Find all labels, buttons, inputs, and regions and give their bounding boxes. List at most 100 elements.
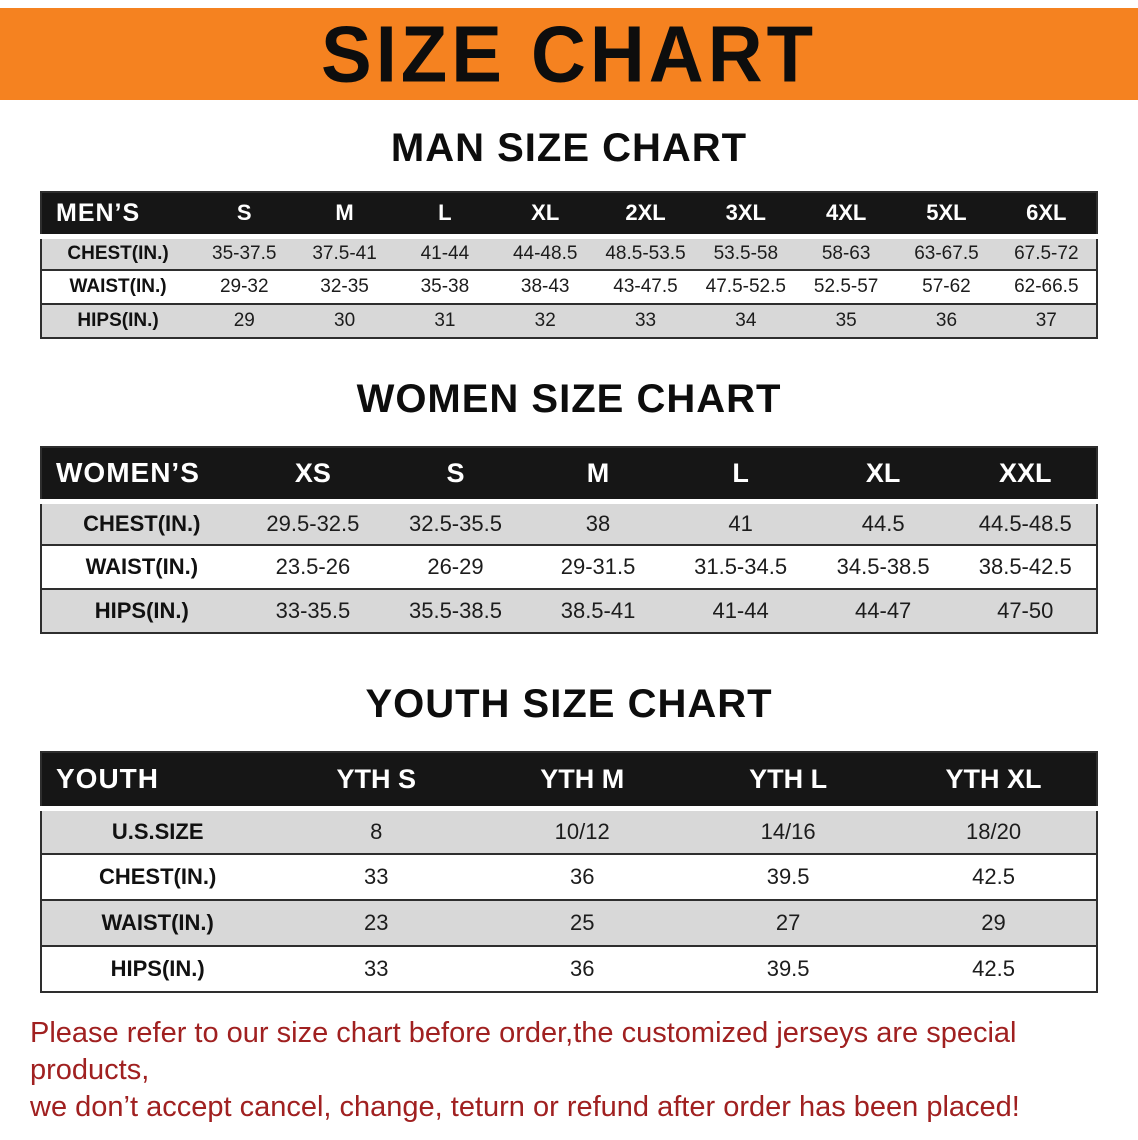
size-cell: 31.5-34.5 bbox=[669, 544, 812, 589]
table-row: CHEST(IN.) 35-37.5 37.5-41 41-44 44-48.5 48.5… bbox=[41, 235, 1097, 270]
size-cell: 36 bbox=[479, 853, 686, 900]
column-header: XL bbox=[495, 192, 596, 239]
size-cell: 41-44 bbox=[669, 588, 812, 633]
size-cell: 35 bbox=[795, 303, 897, 338]
section-heading-women: WOMEN SIZE CHART bbox=[356, 377, 782, 421]
header-row: WOMEN’S XS S M L XL XXL bbox=[41, 447, 1097, 504]
disclaimer: Please refer to our size chart before or… bbox=[30, 1015, 1108, 1126]
column-header: YTH XL bbox=[891, 752, 1097, 811]
size-cell: 29-31.5 bbox=[526, 544, 670, 589]
size-cell: 18/20 bbox=[891, 807, 1097, 854]
size-cell: 48.5-53.5 bbox=[595, 235, 696, 270]
size-cell: 23 bbox=[273, 899, 480, 946]
size-cell: 14/16 bbox=[685, 807, 892, 854]
size-cell: 44.5 bbox=[811, 500, 955, 545]
size-cell: 42.5 bbox=[891, 853, 1097, 900]
column-header: XL bbox=[811, 447, 955, 504]
size-cell: 29 bbox=[891, 899, 1097, 946]
table-title-cell: YOUTH bbox=[41, 752, 274, 811]
header-row: MEN’S S M L XL 2XL 3XL 4XL 5XL 6XL bbox=[41, 192, 1097, 239]
column-header: XS bbox=[241, 447, 385, 504]
disclaimer-line: Please refer to our size chart before or… bbox=[30, 1017, 1017, 1087]
size-cell: 52.5-57 bbox=[795, 269, 897, 304]
size-cell: 33-35.5 bbox=[241, 588, 385, 633]
sections: MAN SIZE CHART MEN’S S M L XL 2XL 3XL 4XL 5XL 6XL C… bbox=[0, 126, 1138, 993]
size-cell: 32 bbox=[495, 303, 596, 338]
size-cell: 62-66.5 bbox=[996, 269, 1097, 304]
table-row: CHEST(IN.) 29.5-32.5 32.5-35.5 38 41 44.5 44.5… bbox=[41, 500, 1097, 545]
men-size-table: MEN’S S M L XL 2XL 3XL 4XL 5XL 6XL CHEST(IN.) 35-37… bbox=[40, 191, 1098, 339]
size-cell: 47-50 bbox=[954, 588, 1097, 633]
disclaimer-line: we don’t accept cancel, change, teturn o… bbox=[30, 1091, 1020, 1124]
table-row: HIPS(IN.) 29 30 31 32 33 34 35 36 37 bbox=[41, 303, 1097, 338]
row-label: CHEST(IN.) bbox=[41, 853, 274, 900]
size-cell: 39.5 bbox=[685, 853, 892, 900]
size-cell: 38.5-42.5 bbox=[954, 544, 1097, 589]
row-label: WAIST(IN.) bbox=[41, 899, 274, 946]
column-header: XXL bbox=[954, 447, 1097, 504]
row-label: HIPS(IN.) bbox=[41, 945, 274, 992]
column-header: L bbox=[394, 192, 496, 239]
size-cell: 8 bbox=[273, 807, 480, 854]
size-cell: 58-63 bbox=[795, 235, 897, 270]
column-header: M bbox=[294, 192, 395, 239]
column-header: 5XL bbox=[896, 192, 997, 239]
size-cell: 44-48.5 bbox=[495, 235, 596, 270]
size-cell: 33 bbox=[273, 853, 480, 900]
column-header: 4XL bbox=[795, 192, 897, 239]
size-cell: 37 bbox=[996, 303, 1097, 338]
table-row: CHEST(IN.) 33 36 39.5 42.5 bbox=[41, 853, 1097, 900]
size-cell: 32-35 bbox=[294, 269, 395, 304]
size-cell: 26-29 bbox=[384, 544, 527, 589]
size-cell: 31 bbox=[394, 303, 496, 338]
size-cell: 25 bbox=[479, 899, 686, 946]
size-cell: 43-47.5 bbox=[595, 269, 696, 304]
header-row: YOUTH YTH S YTH M YTH L YTH XL bbox=[41, 752, 1097, 811]
size-cell: 53.5-58 bbox=[695, 235, 796, 270]
column-header: 3XL bbox=[695, 192, 796, 239]
size-cell: 30 bbox=[294, 303, 395, 338]
table-row: WAIST(IN.) 29-32 32-35 35-38 38-43 43-47.5 47.… bbox=[41, 269, 1097, 304]
table-row: HIPS(IN.) 33 36 39.5 42.5 bbox=[41, 945, 1097, 992]
column-header: 2XL bbox=[595, 192, 696, 239]
table-row: WAIST(IN.) 23.5-26 26-29 29-31.5 31.5-34.5 34… bbox=[41, 544, 1097, 589]
column-header: S bbox=[384, 447, 527, 504]
size-cell: 47.5-52.5 bbox=[695, 269, 796, 304]
size-cell: 37.5-41 bbox=[294, 235, 395, 270]
row-label: CHEST(IN.) bbox=[41, 500, 242, 545]
size-cell: 34.5-38.5 bbox=[811, 544, 955, 589]
section-heading-men: MAN SIZE CHART bbox=[390, 126, 748, 170]
size-cell: 10/12 bbox=[479, 807, 686, 854]
size-cell: 29-32 bbox=[194, 269, 295, 304]
table-row: WAIST(IN.) 23 25 27 29 bbox=[41, 899, 1097, 946]
page-title: SIZE CHART bbox=[321, 9, 817, 99]
size-cell: 36 bbox=[479, 945, 686, 992]
section-heading-youth: YOUTH SIZE CHART bbox=[365, 682, 773, 726]
youth-size-table: YOUTH YTH S YTH M YTH L YTH XL U.S.SIZE 8 10/12… bbox=[40, 751, 1098, 993]
column-header: YTH M bbox=[479, 752, 686, 811]
size-cell: 36 bbox=[896, 303, 997, 338]
size-cell: 63-67.5 bbox=[896, 235, 997, 270]
row-label: WAIST(IN.) bbox=[41, 269, 195, 304]
size-cell: 39.5 bbox=[685, 945, 892, 992]
column-header: S bbox=[194, 192, 295, 239]
size-section-women: WOMEN SIZE CHART WOMEN’S XS S M L XL XXL CHEST(I… bbox=[0, 377, 1138, 634]
row-label: HIPS(IN.) bbox=[41, 588, 242, 633]
size-cell: 23.5-26 bbox=[241, 544, 385, 589]
size-cell: 38 bbox=[526, 500, 670, 545]
column-header: L bbox=[669, 447, 812, 504]
size-cell: 29.5-32.5 bbox=[241, 500, 385, 545]
women-size-table: WOMEN’S XS S M L XL XXL CHEST(IN.) 29.5-32.5 32.5… bbox=[40, 446, 1098, 634]
size-section-men: MAN SIZE CHART MEN’S S M L XL 2XL 3XL 4XL 5XL 6XL C… bbox=[0, 126, 1138, 339]
size-cell: 44.5-48.5 bbox=[954, 500, 1097, 545]
size-cell: 41-44 bbox=[394, 235, 496, 270]
size-cell: 57-62 bbox=[896, 269, 997, 304]
row-label: HIPS(IN.) bbox=[41, 303, 195, 338]
column-header: YTH L bbox=[685, 752, 892, 811]
size-cell: 35-38 bbox=[394, 269, 496, 304]
column-header: YTH S bbox=[273, 752, 480, 811]
row-label: WAIST(IN.) bbox=[41, 544, 242, 589]
size-cell: 35-37.5 bbox=[194, 235, 295, 270]
size-cell: 33 bbox=[595, 303, 696, 338]
size-cell: 32.5-35.5 bbox=[384, 500, 527, 545]
